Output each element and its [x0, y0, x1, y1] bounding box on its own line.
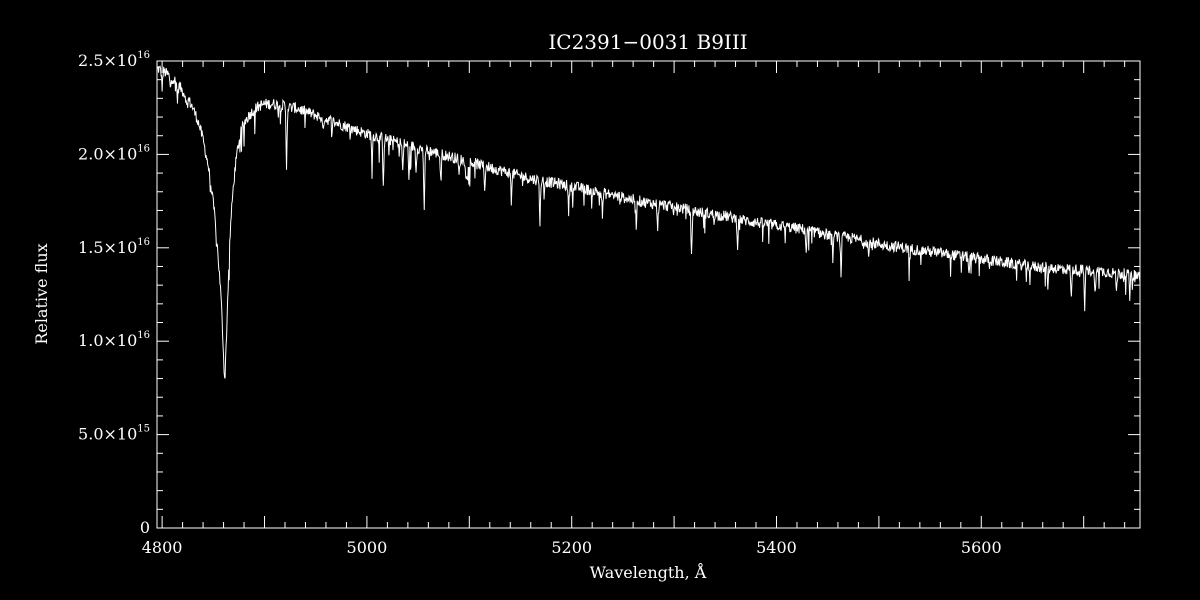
axis-ticks: [157, 60, 1140, 529]
y-tick-label: 1.0×1016: [78, 330, 150, 350]
y-tick-mantissa: 1.0×10: [78, 331, 137, 350]
tick-labels: 4800 5000 5200 5400 560005.0×10151.0×10161.5…: [78, 50, 1002, 557]
x-tick-label: 5600: [961, 538, 1002, 557]
y-tick-mantissa: 1.5×10: [78, 238, 137, 257]
x-axis-label: Wavelength, Å: [590, 562, 707, 582]
y-tick-exponent: 16: [137, 237, 150, 248]
y-tick-exponent: 16: [137, 50, 150, 61]
x-tick-label: 5200: [551, 538, 592, 557]
x-tick-label: 4800: [142, 538, 183, 557]
y-tick-label: 1.5×1016: [78, 237, 150, 257]
y-tick-label: 2.5×1016: [78, 50, 150, 70]
y-tick-mantissa: 5.0×10: [78, 425, 137, 444]
y-tick-exponent: 16: [137, 330, 150, 341]
y-axis-label: Relative flux: [32, 243, 51, 344]
y-tick-label: 2.0×1016: [78, 143, 150, 163]
y-tick-mantissa: 2.5×10: [78, 51, 137, 70]
x-tick-label: 5000: [347, 538, 388, 557]
y-tick-label: 5.0×1015: [78, 424, 150, 444]
y-tick-mantissa: 2.0×10: [78, 144, 137, 163]
spectrum-line: [156, 65, 1141, 379]
y-tick-label: 0: [140, 518, 150, 537]
y-tick-mantissa: 0: [140, 518, 150, 537]
y-tick-exponent: 15: [137, 424, 150, 435]
plot-frame: [156, 60, 1141, 529]
x-tick-label: 5400: [756, 538, 797, 557]
y-tick-exponent: 16: [137, 143, 150, 154]
chart-title: IC2391−0031 B9III: [548, 30, 747, 54]
spectrum-layer: [156, 65, 1141, 379]
